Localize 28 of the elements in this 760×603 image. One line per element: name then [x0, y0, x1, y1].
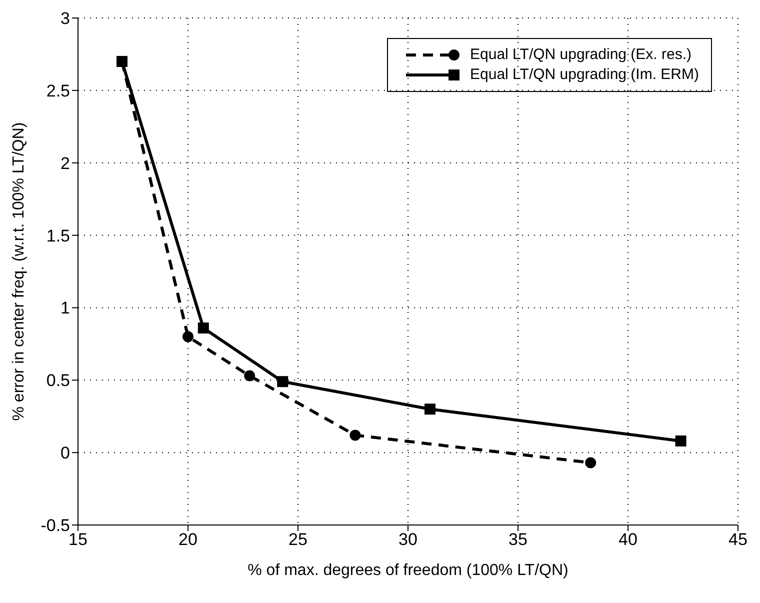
point: [116, 56, 128, 67]
legend-label: Equal LT/QN upgrading (Ex. res.): [470, 45, 692, 65]
x-axis-title: % of max. degrees of freedom (100% LT/QN): [248, 562, 568, 579]
y-tick-label: 0: [60, 444, 70, 463]
y-tick-label: 3: [60, 9, 70, 28]
point: [182, 331, 194, 342]
point: [585, 457, 596, 468]
y-tick-label: 2: [60, 154, 70, 173]
y-tick-label: 0.5: [46, 371, 70, 390]
x-tick-label: 40: [618, 530, 638, 550]
point: [277, 376, 288, 388]
x-tick-label: 45: [728, 530, 748, 550]
point: [424, 404, 436, 415]
x-tick-label: 25: [288, 530, 308, 550]
point: [244, 370, 256, 382]
x-tick-label: 35: [508, 530, 528, 550]
x-tick-label: 15: [68, 530, 88, 550]
point: [198, 322, 209, 334]
y-tick-label: -0.5: [40, 516, 70, 536]
y-tick-label: 1: [60, 298, 70, 318]
x-tick-label: 20: [178, 530, 198, 550]
point: [675, 435, 686, 446]
x-tick-label: 30: [398, 530, 418, 550]
y-axis-title: % error in center freq. (w.r.t. 100% LT/QN): [10, 122, 28, 421]
y-tick-label: 1.5: [46, 226, 70, 246]
y-tick-label: 2.5: [46, 81, 70, 100]
point: [350, 430, 361, 441]
legend-label: Equal LT/QN upgrading (Im. ERM): [470, 65, 699, 85]
